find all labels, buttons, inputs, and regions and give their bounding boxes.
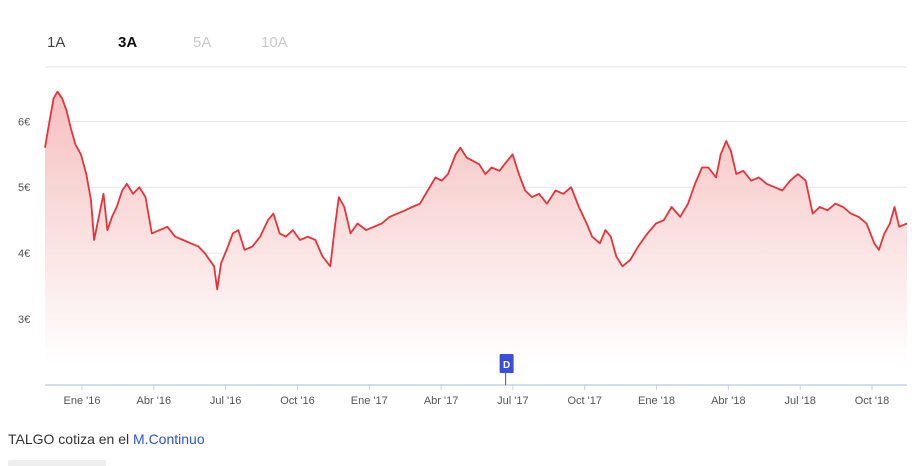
x-tick-label: Oct '17 — [567, 395, 602, 407]
price-chart: 6€5€4€3€ Ene '16 Abr '16 Jul '16 Oct '16 Ene… — [18, 66, 908, 407]
y-tick-label: 4€ — [18, 248, 30, 260]
x-tick-label: Ene '18 — [638, 395, 675, 407]
range-tabs: 1A 3A 5A 10A — [0, 30, 920, 56]
y-axis: 6€ 5€ 4€ 3€ — [18, 116, 30, 326]
x-tick-label: Abr '16 — [137, 395, 172, 407]
y-tick-label: 6€ — [18, 116, 30, 128]
event-marker[interactable]: D — [499, 354, 514, 385]
x-tick-label: Jul '18 — [784, 395, 815, 407]
price-area — [45, 91, 907, 365]
y-tick-label: 5€ — [18, 182, 30, 194]
event-marker-flag — [499, 354, 514, 373]
x-tick-label: Abr '17 — [424, 395, 459, 407]
x-tick-label: Oct '18 — [855, 395, 890, 407]
tab-1a[interactable]: 1A — [47, 34, 66, 51]
tab-5a[interactable]: 5A — [193, 34, 212, 51]
footer-tab-stub — [8, 460, 106, 466]
x-tick-label: Oct '16 — [280, 395, 315, 407]
x-tick-label: Ene '17 — [351, 395, 388, 407]
market-link[interactable]: M.Continuo — [133, 431, 205, 447]
x-axis: Ene '16 Abr '16 Jul '16 Oct '16 Ene '17 Abr '… — [64, 385, 890, 407]
y-tick-label: 3€ — [18, 314, 30, 326]
event-marker-label: D — [503, 360, 510, 371]
market-info: TALGO cotiza en el M.Continuo — [8, 431, 205, 447]
market-info-text: TALGO cotiza en el — [8, 431, 134, 447]
x-tick-label: Abr '18 — [711, 395, 746, 407]
x-tick-label: Jul '16 — [210, 395, 241, 407]
tab-10a[interactable]: 10A — [261, 34, 288, 51]
tab-3a[interactable]: 3A — [118, 34, 138, 51]
x-tick-label: Jul '17 — [497, 395, 528, 407]
price-line — [44, 90, 908, 291]
x-tick-label: Ene '16 — [64, 395, 101, 407]
